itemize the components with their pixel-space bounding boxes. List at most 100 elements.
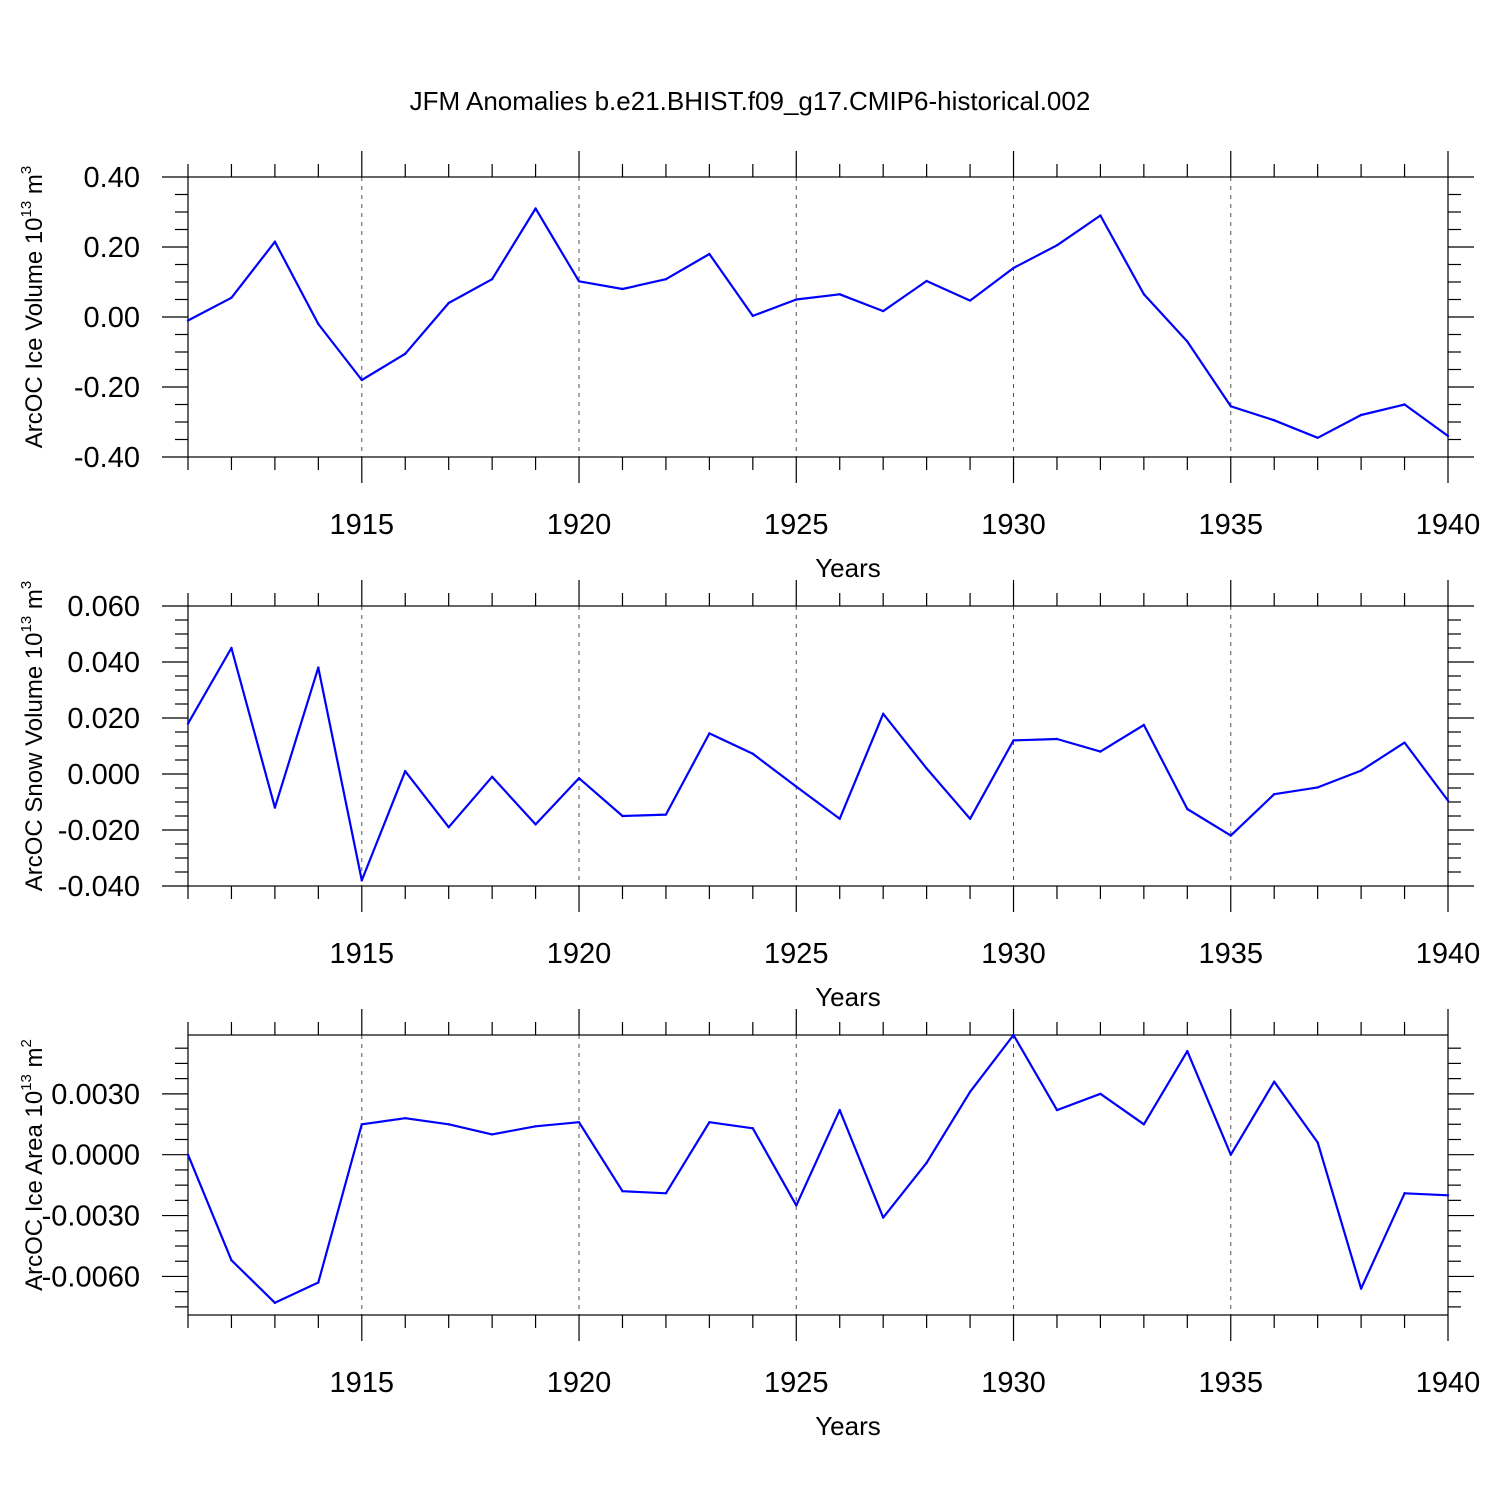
x-axis-label: Years xyxy=(815,553,881,583)
data-point xyxy=(404,1116,407,1120)
series-points xyxy=(186,646,1450,882)
data-point xyxy=(1446,799,1450,802)
y-tick-label: -0.020 xyxy=(58,815,140,847)
y-tick-label: -0.20 xyxy=(74,372,140,404)
data-point xyxy=(751,314,755,318)
grid-lines xyxy=(361,177,1232,457)
data-point xyxy=(925,767,928,770)
data-point xyxy=(664,813,668,816)
minor-ticks xyxy=(175,593,1461,899)
y-tick-label: -0.0030 xyxy=(42,1201,140,1233)
data-point xyxy=(1012,266,1015,270)
x-tick-label: 1930 xyxy=(981,1367,1046,1399)
data-point xyxy=(1446,1194,1450,1197)
y-tick-labels: -0.0060 -0.0030 0.0000 0.0030 xyxy=(42,1079,140,1294)
x-tick-label: 1940 xyxy=(1416,1367,1481,1399)
y-axis-label-unit: m xyxy=(21,589,48,616)
data-point xyxy=(621,287,624,291)
x-tick-label: 1925 xyxy=(764,938,829,970)
y-tick-label: 0.20 xyxy=(84,232,140,264)
plot-frame xyxy=(187,176,1449,458)
data-point xyxy=(1403,1192,1406,1195)
data-point xyxy=(360,1123,363,1126)
data-point xyxy=(621,1190,624,1193)
data-point xyxy=(230,646,233,650)
data-point xyxy=(1359,413,1363,417)
y-tick-labels: -0.40 -0.20 0.00 0.20 0.40 xyxy=(74,162,140,474)
y-axis-label: ArcOC Ice Area 1013 m2 xyxy=(18,1039,48,1291)
x-tick-label: 1915 xyxy=(330,509,395,541)
data-point xyxy=(577,280,581,283)
data-point xyxy=(404,770,407,773)
x-axis-label: Years xyxy=(815,982,881,1012)
x-tick-label: 1930 xyxy=(981,938,1046,970)
data-point xyxy=(317,666,320,669)
y-tick-label: 0.000 xyxy=(67,759,140,791)
data-point xyxy=(230,296,233,299)
data-point xyxy=(490,775,494,778)
minor-ticks xyxy=(175,1022,1461,1328)
minor-ticks xyxy=(175,164,1461,470)
data-point xyxy=(360,879,363,882)
data-point xyxy=(1316,786,1319,789)
y-axis-label-text: ArcOC Ice Volume 10 xyxy=(21,217,48,448)
y-tick-label: -0.40 xyxy=(74,442,140,474)
panel-ice-volume: -0.40-0.200.000.200.40 1915 1920 1925 1930 1… xyxy=(18,151,1480,583)
y-axis-label-text: ArcOC Snow Volume 10 xyxy=(21,632,48,891)
y-tick-label: 0.020 xyxy=(67,703,140,735)
y-tick-label: 0.0030 xyxy=(51,1079,140,1111)
data-point xyxy=(795,785,798,788)
data-point xyxy=(1403,403,1406,406)
y-axis-label-exponent: 13 xyxy=(18,1074,35,1091)
data-point xyxy=(968,817,972,820)
data-point xyxy=(273,240,277,243)
data-point xyxy=(664,1192,668,1195)
y-axis-label-unit: m xyxy=(21,174,48,201)
grid-lines xyxy=(361,606,1232,886)
data-point xyxy=(925,279,928,283)
data-point xyxy=(708,252,711,256)
data-point xyxy=(1055,244,1059,247)
data-point xyxy=(881,309,885,313)
data-point xyxy=(447,1123,450,1126)
y-tick-label: 0.060 xyxy=(67,591,140,623)
major-ticks xyxy=(162,151,1474,483)
x-tick-labels: 1915 1920 1925 1930 1935 1940 xyxy=(330,509,1481,541)
x-tick-label: 1930 xyxy=(981,509,1046,541)
y-axis-label-unit: m xyxy=(21,1047,48,1074)
x-tick-label: 1925 xyxy=(764,1367,829,1399)
data-point xyxy=(447,301,450,305)
y-tick-label: -0.040 xyxy=(58,871,140,903)
plot-frame xyxy=(187,1034,1449,1316)
data-point xyxy=(1142,723,1146,727)
data-point xyxy=(1186,807,1189,811)
data-point xyxy=(708,1121,711,1124)
x-tick-label: 1925 xyxy=(764,509,829,541)
data-point xyxy=(621,814,624,818)
data-point xyxy=(881,712,885,715)
x-tick-label: 1940 xyxy=(1416,938,1481,970)
data-point xyxy=(795,298,798,301)
data-point xyxy=(577,777,581,780)
x-tick-label: 1935 xyxy=(1199,938,1264,970)
data-point xyxy=(1186,1050,1189,1053)
data-point xyxy=(230,1259,233,1262)
x-tick-label: 1935 xyxy=(1199,509,1264,541)
y-axis-label-unit-exponent: 3 xyxy=(18,581,35,589)
x-tick-label: 1920 xyxy=(547,1367,612,1399)
data-point xyxy=(1012,739,1015,742)
data-point xyxy=(1099,214,1102,217)
y-tick-label: -0.0060 xyxy=(42,1261,140,1293)
data-point xyxy=(1273,792,1276,796)
panel-snow-volume: -0.040 -0.020 0.000 0.020 0.040 0.060 1915 192… xyxy=(18,580,1480,1012)
data-point xyxy=(490,1133,494,1136)
data-point xyxy=(317,1281,320,1284)
x-tick-labels: 1915 1920 1925 1930 1935 1940 xyxy=(330,938,1481,970)
data-point xyxy=(1186,340,1189,343)
y-axis-label: ArcOC Snow Volume 1013 m3 xyxy=(18,581,48,892)
major-ticks xyxy=(162,580,1474,912)
ice-volume-line xyxy=(187,207,1449,439)
data-point xyxy=(1229,1153,1232,1156)
data-point xyxy=(1229,405,1232,408)
data-point xyxy=(838,817,841,820)
